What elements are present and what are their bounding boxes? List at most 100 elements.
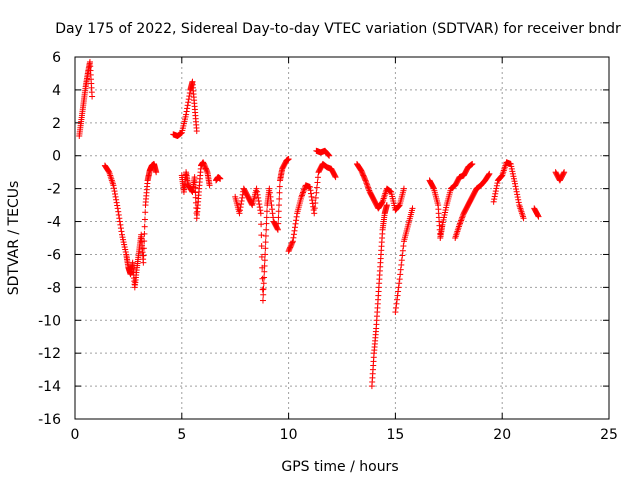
data-point-marker bbox=[395, 203, 402, 210]
data-point-marker bbox=[396, 202, 403, 209]
data-point-marker bbox=[457, 220, 464, 227]
data-point-marker bbox=[263, 214, 270, 221]
data-point-marker bbox=[491, 196, 498, 203]
data-point-marker bbox=[259, 297, 266, 304]
data-point-marker bbox=[117, 225, 124, 232]
y-tick-label: -8 bbox=[47, 280, 61, 296]
data-point-marker bbox=[392, 309, 399, 316]
data-point-marker bbox=[492, 188, 499, 195]
data-point-marker bbox=[312, 194, 319, 201]
data-point-marker bbox=[485, 171, 492, 178]
data-point-marker bbox=[270, 214, 277, 221]
data-point-marker bbox=[192, 189, 199, 196]
data-point-marker bbox=[254, 188, 261, 195]
data-point-marker bbox=[269, 206, 276, 213]
data-point-marker bbox=[260, 280, 267, 287]
data-point-marker bbox=[459, 214, 466, 221]
data-point-marker bbox=[392, 304, 399, 311]
data-point-marker bbox=[312, 200, 319, 207]
data-point-marker bbox=[298, 192, 305, 199]
data-point-marker bbox=[469, 160, 476, 167]
data-point-marker bbox=[393, 300, 400, 307]
data-point-marker bbox=[492, 190, 499, 197]
data-point-marker bbox=[314, 174, 321, 181]
x-tick-label: 20 bbox=[493, 427, 511, 443]
data-point-marker bbox=[332, 174, 339, 181]
data-point-marker bbox=[236, 210, 243, 217]
data-point-marker bbox=[289, 239, 296, 246]
x-axis-title: GPS time / hours bbox=[281, 459, 398, 475]
data-point-marker bbox=[254, 191, 261, 198]
data-point-marker bbox=[238, 201, 245, 208]
y-tick-label: -12 bbox=[38, 346, 61, 362]
data-point-marker bbox=[203, 167, 210, 174]
data-point-marker bbox=[142, 209, 149, 216]
data-point-marker bbox=[364, 183, 371, 190]
data-point-marker bbox=[289, 238, 296, 245]
data-point-marker bbox=[275, 214, 282, 221]
x-tick-label: 25 bbox=[600, 427, 618, 443]
data-point-marker bbox=[290, 231, 297, 238]
data-point-marker bbox=[113, 196, 120, 203]
data-point-marker bbox=[274, 226, 281, 233]
data-point-marker bbox=[260, 286, 267, 293]
data-point-marker bbox=[185, 96, 192, 103]
data-point-marker bbox=[186, 93, 193, 100]
data-point-marker bbox=[114, 202, 121, 209]
data-point-marker bbox=[267, 197, 274, 204]
data-point-marker bbox=[301, 186, 308, 193]
data-point-marker bbox=[186, 89, 193, 96]
data-point-marker bbox=[258, 243, 265, 250]
data-point-marker bbox=[262, 239, 269, 246]
data-point-marker bbox=[261, 257, 268, 264]
data-point-marker bbox=[311, 210, 318, 217]
data-point-marker bbox=[141, 230, 148, 237]
plot-frame bbox=[74, 56, 610, 420]
data-point-marker bbox=[217, 175, 224, 182]
data-point-marker bbox=[332, 173, 339, 180]
data-point-marker bbox=[141, 223, 148, 230]
data-point-marker bbox=[193, 128, 200, 135]
data-point-marker bbox=[110, 185, 117, 192]
data-point-marker bbox=[512, 180, 519, 187]
x-tick-label: 15 bbox=[386, 427, 404, 443]
data-point-marker bbox=[153, 169, 160, 176]
data-point-marker bbox=[184, 102, 191, 109]
data-point-marker bbox=[493, 185, 500, 192]
data-point-marker bbox=[458, 216, 465, 223]
data-point-marker bbox=[256, 204, 263, 211]
data-point-marker bbox=[276, 189, 283, 196]
data-point-marker bbox=[365, 184, 372, 191]
data-point-marker bbox=[259, 286, 266, 293]
x-tick-label: 5 bbox=[177, 427, 186, 443]
data-point-marker bbox=[314, 179, 321, 186]
data-point-marker bbox=[397, 271, 404, 278]
data-point-marker bbox=[111, 188, 118, 195]
data-point-marker bbox=[267, 193, 274, 200]
data-point-marker bbox=[308, 190, 315, 197]
data-point-marker bbox=[290, 234, 297, 241]
data-point-marker bbox=[89, 93, 96, 100]
data-point-marker bbox=[456, 221, 463, 228]
data-point-marker bbox=[306, 183, 313, 190]
data-point-marker bbox=[395, 288, 402, 295]
data-point-marker bbox=[112, 190, 119, 197]
data-point-marker bbox=[183, 111, 190, 118]
data-point-marker bbox=[291, 227, 298, 234]
data-point-marker bbox=[396, 276, 403, 283]
data-point-marker bbox=[184, 105, 191, 112]
data-point-marker bbox=[400, 185, 407, 192]
data-point-marker bbox=[534, 212, 541, 219]
data-point-marker bbox=[115, 208, 122, 215]
data-point-marker bbox=[268, 202, 275, 209]
data-point-marker bbox=[266, 189, 273, 196]
data-point-marker bbox=[276, 195, 283, 202]
data-point-marker bbox=[311, 205, 318, 212]
data-point-marker bbox=[258, 232, 265, 239]
data-point-marker bbox=[365, 186, 372, 193]
data-point-marker bbox=[399, 252, 406, 259]
data-point-marker bbox=[191, 174, 198, 181]
data-point-marker bbox=[459, 213, 466, 220]
data-point-marker bbox=[520, 215, 527, 222]
